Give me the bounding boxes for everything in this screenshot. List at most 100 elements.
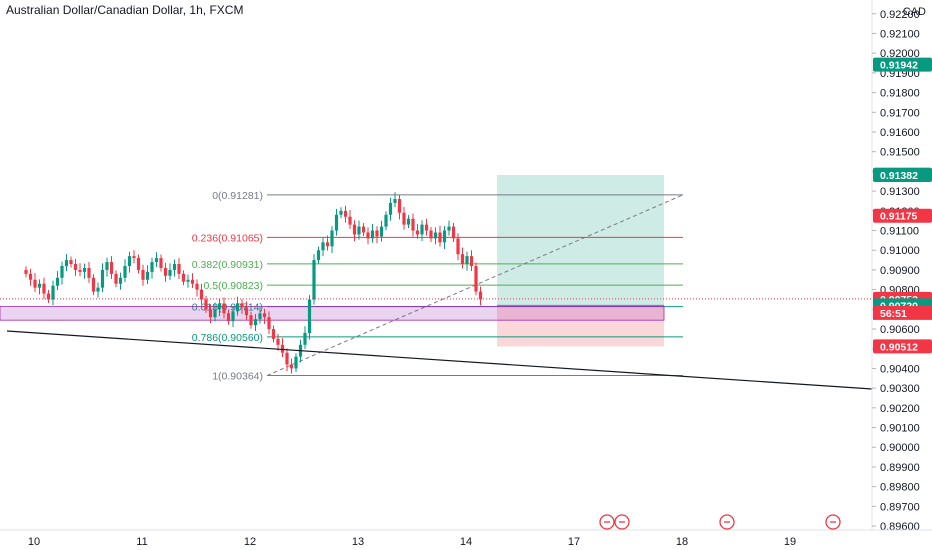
candle-body: [235, 303, 240, 312]
candle-body: [294, 356, 298, 369]
candle-body: [397, 198, 402, 213]
candle-body: [451, 226, 456, 239]
date-tick-label: 17: [568, 536, 580, 548]
price-badge-label: 0.91382: [880, 170, 918, 182]
drawings[interactable]: [0, 298, 890, 391]
candle-body: [366, 232, 370, 239]
fibonacci-retracement[interactable]: 0(0.91281) 0.236(0.91065) 0.382(0.90931) 0.…: [192, 190, 684, 383]
price-badge-label: 0.90512: [880, 341, 918, 353]
candle-body: [186, 279, 190, 282]
candle-body: [307, 299, 312, 333]
price-badge: [873, 57, 932, 72]
candle-body: [244, 307, 249, 316]
candle-body: [109, 262, 114, 274]
candle-body: [330, 230, 334, 247]
candle-body: [375, 230, 379, 237]
candle-body: [424, 224, 429, 231]
candle-body: [82, 267, 87, 272]
candle-body: [51, 285, 55, 300]
candle-body: [195, 283, 199, 290]
candle-body: [46, 293, 51, 300]
candle-body: [249, 315, 253, 326]
economic-events[interactable]: [599, 514, 841, 530]
candle-body: [177, 264, 181, 274]
candle-body: [433, 232, 438, 239]
price-tick-label: 0.92200: [880, 9, 920, 21]
candle-body: [384, 214, 388, 227]
candle-body: [325, 242, 330, 247]
time-axis[interactable]: 10 11 12 13 14 17 18 19: [0, 529, 932, 548]
candle-body: [127, 256, 132, 266]
candle-body: [370, 230, 375, 239]
candle-body: [456, 238, 460, 255]
candle-body: [240, 303, 244, 308]
candle-body: [258, 313, 262, 320]
price-tick-label: 0.90400: [880, 363, 920, 375]
candle-body: [411, 218, 415, 231]
price-tick-label: 0.89900: [880, 462, 920, 474]
candle-body: [343, 210, 348, 217]
candle-body: [190, 279, 195, 284]
candle-body: [100, 269, 105, 288]
candle-body: [474, 265, 478, 292]
candle-body: [316, 250, 321, 261]
candle-body: [271, 329, 276, 339]
candle-body: [64, 260, 69, 266]
candle-body: [145, 271, 150, 280]
candle-body: [361, 226, 366, 233]
candle-body: [208, 309, 213, 318]
candle-body: [334, 214, 339, 231]
candle-body: [226, 313, 231, 322]
price-tick-label: 0.91100: [880, 226, 919, 238]
candle-body: [60, 265, 64, 278]
candle-body: [42, 283, 46, 294]
support-zone[interactable]: [0, 306, 665, 321]
candle-body: [388, 202, 393, 215]
candle-body: [55, 277, 60, 286]
countdown-badge: [873, 305, 932, 320]
date-tick-label: 10: [28, 536, 40, 548]
price-axis[interactable]: 0.922000.921000.920000.919000.918000.917…: [871, 0, 932, 550]
price-tick-label: 0.92100: [880, 28, 920, 40]
price-badge-label: 0.91942: [880, 60, 918, 72]
long-position-tool[interactable]: [497, 174, 664, 347]
candle-body: [159, 258, 163, 268]
candle-body: [262, 313, 267, 318]
price-tick-label: 0.90300: [880, 383, 920, 395]
price-tick-label: 0.90000: [880, 442, 920, 454]
price-tick-label: 0.91600: [880, 127, 920, 139]
candle-body: [280, 344, 285, 353]
candle-body: [276, 338, 280, 345]
candle-body: [447, 226, 451, 231]
candle-body: [339, 210, 343, 215]
candle-body: [460, 254, 465, 265]
price-tick-label: 0.91300: [880, 186, 920, 198]
candle-body: [465, 256, 469, 265]
candle-body: [312, 260, 316, 300]
candle-body: [415, 230, 420, 235]
candle-body: [123, 265, 127, 278]
candle-body: [163, 267, 168, 276]
price-tick-label: 0.90900: [880, 265, 920, 277]
date-tick-label: 13: [352, 536, 364, 548]
date-tick-label: 19: [784, 536, 796, 548]
candle-body: [91, 277, 96, 292]
price-tick-label: 0.89700: [880, 501, 920, 513]
candle-body: [469, 256, 474, 266]
fib-level-label: 0.382(0.90931): [192, 259, 263, 271]
price-badge: [873, 339, 932, 354]
candle-body: [199, 289, 204, 300]
price-tick-label: 0.91700: [880, 107, 920, 119]
date-tick-label: 12: [244, 536, 256, 548]
candle-body: [78, 269, 82, 272]
price-tick-label: 0.92000: [880, 48, 920, 60]
loss-zone: [497, 305, 664, 347]
candle-body: [105, 262, 109, 270]
candle-body: [33, 279, 37, 288]
support-trendline: [6, 330, 890, 391]
candle-body: [168, 269, 172, 276]
price-tick-label: 0.89600: [880, 521, 920, 533]
candle-body: [438, 232, 442, 243]
